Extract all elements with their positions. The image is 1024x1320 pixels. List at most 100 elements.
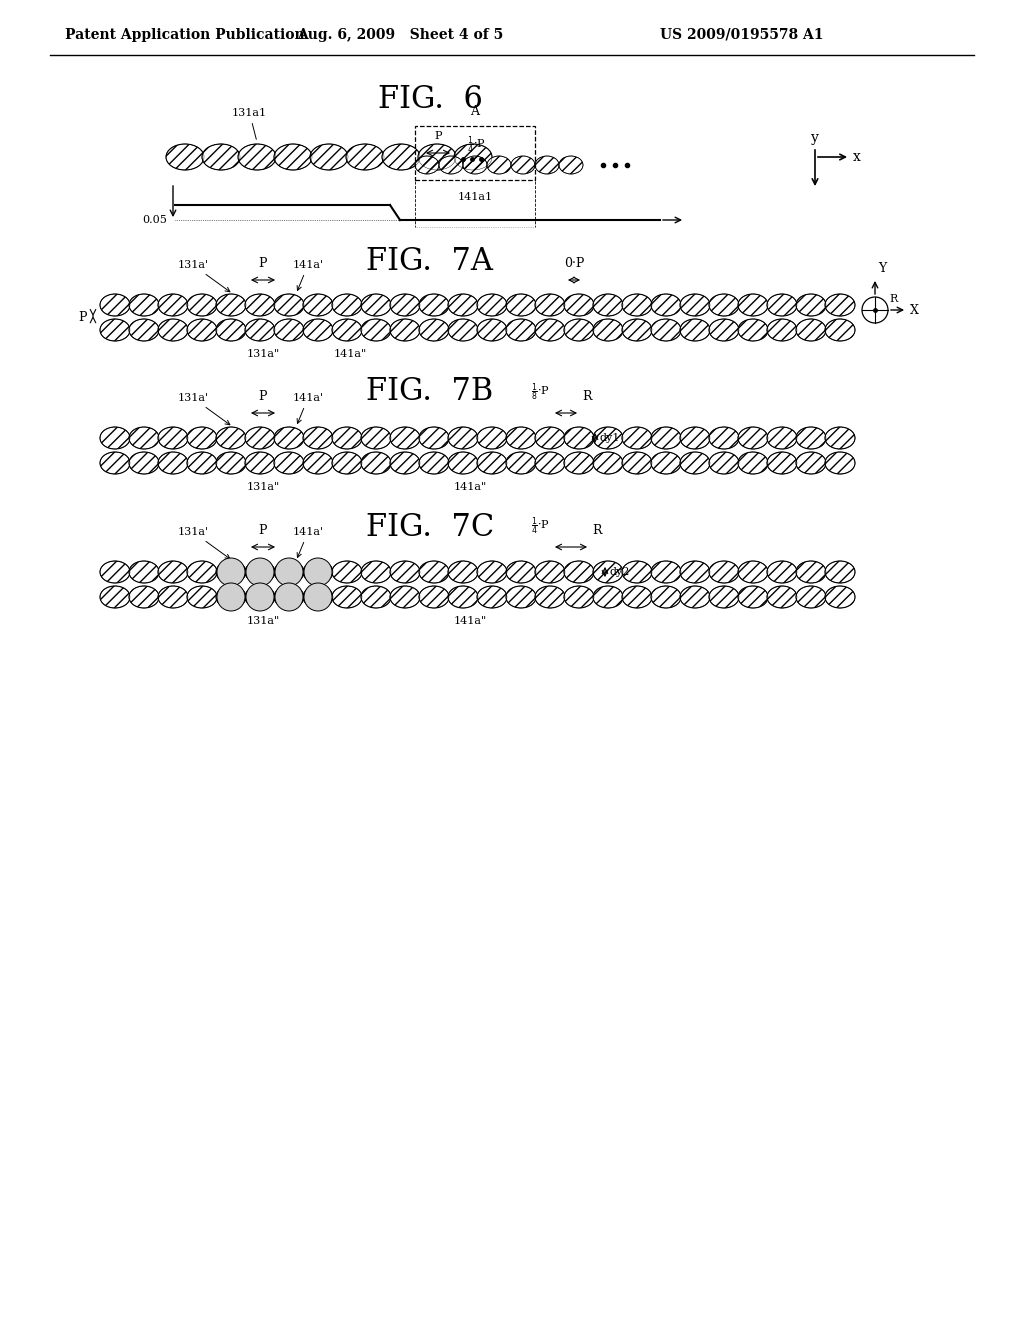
Ellipse shape [767, 451, 797, 474]
Text: R: R [592, 524, 601, 537]
Ellipse shape [709, 426, 739, 449]
Ellipse shape [449, 586, 478, 609]
Text: $\frac{1}{4}$·P: $\frac{1}{4}$·P [467, 135, 486, 156]
Ellipse shape [202, 144, 240, 170]
Ellipse shape [593, 561, 623, 583]
Ellipse shape [129, 294, 159, 315]
Ellipse shape [332, 451, 362, 474]
Ellipse shape [622, 294, 652, 315]
Text: Y: Y [878, 261, 886, 275]
Ellipse shape [332, 426, 362, 449]
Ellipse shape [593, 586, 623, 609]
Ellipse shape [418, 144, 456, 170]
Ellipse shape [477, 426, 507, 449]
Ellipse shape [767, 586, 797, 609]
Ellipse shape [564, 426, 594, 449]
Ellipse shape [274, 426, 304, 449]
Ellipse shape [796, 426, 826, 449]
Text: 0.05: 0.05 [142, 215, 167, 224]
Ellipse shape [477, 294, 507, 315]
Text: 141a': 141a' [293, 527, 324, 557]
Text: 141a": 141a" [334, 348, 367, 359]
Text: 131a": 131a" [247, 482, 280, 492]
Ellipse shape [390, 586, 420, 609]
Ellipse shape [361, 319, 391, 341]
Ellipse shape [419, 294, 449, 315]
Ellipse shape [477, 586, 507, 609]
Ellipse shape [506, 426, 536, 449]
Text: Aug. 6, 2009   Sheet 4 of 5: Aug. 6, 2009 Sheet 4 of 5 [297, 28, 503, 42]
Ellipse shape [303, 294, 333, 315]
Ellipse shape [390, 426, 420, 449]
Ellipse shape [346, 144, 384, 170]
Circle shape [275, 558, 303, 586]
Ellipse shape [274, 586, 304, 609]
Ellipse shape [622, 426, 652, 449]
Ellipse shape [825, 294, 855, 315]
Text: 141a": 141a" [454, 482, 486, 492]
Ellipse shape [303, 319, 333, 341]
Ellipse shape [419, 426, 449, 449]
Ellipse shape [419, 319, 449, 341]
Ellipse shape [506, 294, 536, 315]
Text: x: x [853, 150, 861, 164]
Ellipse shape [100, 426, 130, 449]
Bar [415, 125, 535, 180]
Ellipse shape [651, 294, 681, 315]
Ellipse shape [564, 294, 594, 315]
Ellipse shape [100, 294, 130, 315]
Ellipse shape [390, 319, 420, 341]
Text: 131a': 131a' [177, 260, 229, 292]
Text: R: R [889, 294, 897, 304]
Ellipse shape [361, 426, 391, 449]
Ellipse shape [680, 319, 710, 341]
Text: P: P [79, 312, 87, 323]
Text: A: A [470, 106, 479, 117]
Ellipse shape [216, 319, 246, 341]
Ellipse shape [511, 156, 535, 174]
Ellipse shape [187, 426, 217, 449]
Ellipse shape [651, 451, 681, 474]
Ellipse shape [622, 451, 652, 474]
Ellipse shape [310, 144, 348, 170]
Ellipse shape [449, 319, 478, 341]
Ellipse shape [680, 586, 710, 609]
Text: dy2: dy2 [609, 568, 630, 577]
Text: 141a1: 141a1 [458, 191, 493, 202]
Ellipse shape [158, 294, 188, 315]
Text: 141a': 141a' [293, 393, 324, 424]
Ellipse shape [796, 561, 826, 583]
Text: P: P [434, 131, 441, 141]
Text: FIG.  7A: FIG. 7A [367, 247, 494, 277]
Ellipse shape [622, 319, 652, 341]
Ellipse shape [245, 319, 275, 341]
Ellipse shape [216, 294, 246, 315]
Text: 131a1: 131a1 [232, 108, 267, 140]
Ellipse shape [129, 426, 159, 449]
Ellipse shape [449, 294, 478, 315]
Ellipse shape [767, 426, 797, 449]
Circle shape [304, 558, 332, 586]
Ellipse shape [535, 451, 565, 474]
Ellipse shape [796, 586, 826, 609]
Ellipse shape [454, 144, 492, 170]
Ellipse shape [274, 561, 304, 583]
Text: dy1: dy1 [599, 433, 620, 444]
Ellipse shape [709, 561, 739, 583]
Ellipse shape [390, 561, 420, 583]
Ellipse shape [796, 451, 826, 474]
Ellipse shape [796, 319, 826, 341]
Text: FIG.  7C: FIG. 7C [366, 511, 495, 543]
Ellipse shape [651, 561, 681, 583]
Circle shape [246, 558, 274, 586]
Ellipse shape [506, 319, 536, 341]
Text: 131a': 131a' [177, 393, 229, 425]
Ellipse shape [187, 586, 217, 609]
Ellipse shape [709, 319, 739, 341]
Ellipse shape [187, 319, 217, 341]
Ellipse shape [100, 586, 130, 609]
Ellipse shape [477, 319, 507, 341]
Ellipse shape [361, 451, 391, 474]
Ellipse shape [680, 561, 710, 583]
Ellipse shape [439, 156, 463, 174]
